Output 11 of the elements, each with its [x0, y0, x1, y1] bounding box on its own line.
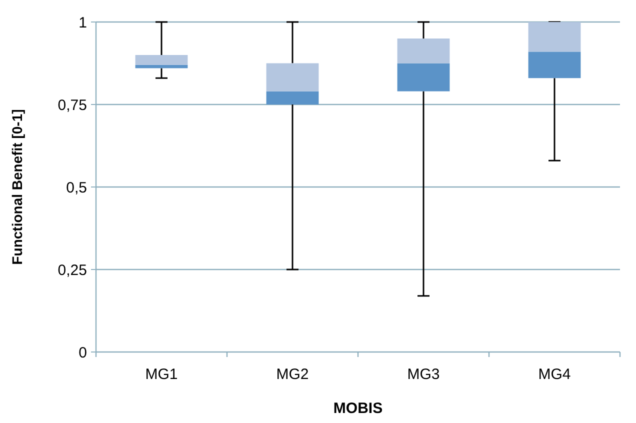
y-tick-label: 0,5 — [66, 179, 87, 196]
x-axis-title: MOBIS — [333, 400, 383, 417]
x-tick-label: MG1 — [145, 366, 178, 383]
y-tick-label: 1 — [78, 14, 87, 32]
x-tick-label: MG3 — [407, 366, 440, 383]
x-tick-label: MG4 — [538, 366, 571, 383]
y-tick-label: 0 — [78, 344, 87, 362]
y-tick-label: 0,75 — [58, 96, 87, 114]
x-tick-label: MG2 — [276, 366, 309, 383]
y-tick-label: 0,25 — [58, 262, 87, 279]
y-axis-title: Functional Benefit [0-1] — [9, 109, 25, 265]
